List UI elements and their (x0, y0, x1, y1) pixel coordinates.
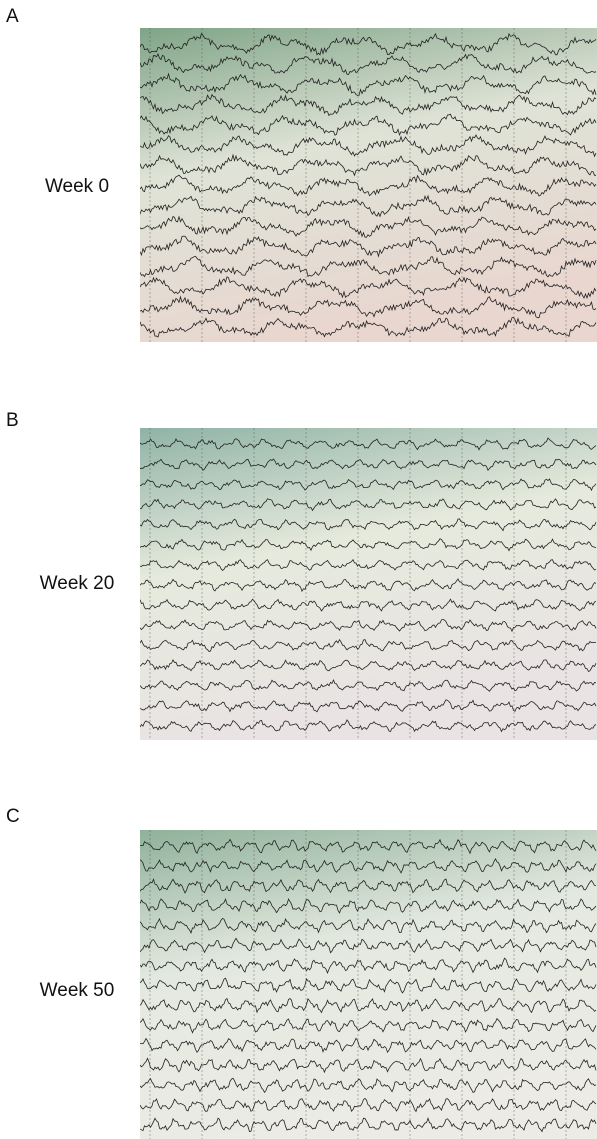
panel-caption: Week 20 (39, 573, 115, 594)
eeg-trace (140, 937, 597, 954)
eeg-trace (140, 997, 597, 1014)
eeg-trace (140, 458, 597, 471)
eeg-trace (140, 1017, 597, 1034)
panel-label: A (6, 6, 19, 27)
panel-caption: Week 50 (39, 980, 115, 1001)
eeg-image (140, 830, 597, 1139)
eeg-trace (140, 917, 597, 934)
eeg-trace (140, 1077, 597, 1094)
eeg-trace (140, 478, 597, 492)
eeg-trace (140, 598, 597, 612)
eeg-trace (140, 538, 597, 552)
eeg-trace (140, 235, 597, 258)
eeg-trace (140, 1037, 597, 1054)
eeg-trace (140, 93, 597, 117)
panel-caption: Week 0 (44, 176, 110, 197)
eeg-trace (140, 719, 597, 733)
eeg-trace (140, 215, 597, 238)
eeg-trace (140, 295, 597, 319)
eeg-image (140, 28, 597, 342)
eeg-trace (140, 558, 597, 571)
photo-background (140, 28, 597, 342)
eeg-trace (140, 1117, 597, 1133)
eeg-trace (140, 977, 597, 994)
eeg-trace (140, 316, 597, 338)
eeg-trace (140, 174, 597, 197)
eeg-trace (140, 113, 597, 137)
eeg-trace (140, 498, 597, 512)
eeg-trace (140, 72, 597, 96)
eeg-trace (140, 194, 597, 218)
eeg-trace (140, 437, 597, 451)
eeg-trace (140, 659, 597, 673)
eeg-trace (140, 134, 597, 158)
eeg-trace (140, 618, 597, 633)
panel-label: C (6, 806, 20, 827)
photo-background (140, 428, 597, 740)
eeg-trace (140, 276, 597, 300)
eeg-trace (140, 699, 597, 713)
eeg-trace (140, 897, 597, 914)
eeg-trace (140, 638, 597, 652)
eeg-trace (140, 518, 597, 532)
eeg-trace (140, 857, 597, 874)
eeg-trace (140, 838, 597, 855)
eeg-trace (140, 878, 597, 894)
eeg-trace (140, 1097, 597, 1113)
eeg-trace (140, 957, 597, 974)
eeg-trace (140, 153, 596, 177)
eeg-trace (140, 578, 597, 593)
eeg-image (140, 428, 597, 740)
eeg-trace (140, 1057, 597, 1074)
panel-label: B (6, 410, 19, 431)
eeg-trace (140, 255, 597, 278)
eeg-trace (140, 678, 597, 692)
eeg-trace (140, 32, 597, 56)
eeg-trace (140, 53, 597, 75)
